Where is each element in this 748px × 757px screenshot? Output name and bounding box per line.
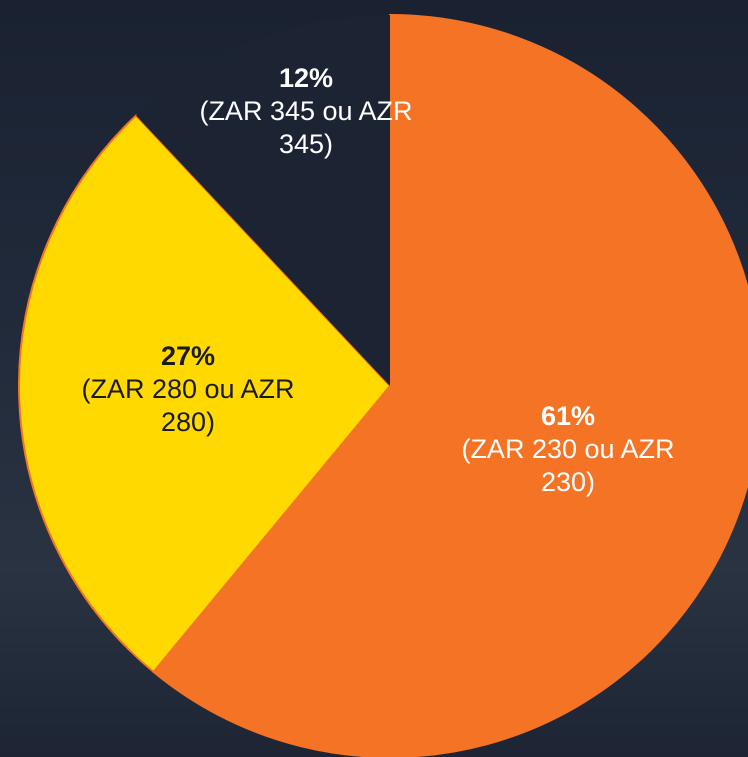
pie-slice xyxy=(152,13,748,757)
category-label: (ZAR 280 ou AZR 280) xyxy=(81,374,295,437)
value-label: 12% xyxy=(278,63,334,93)
pie-slice xyxy=(136,15,390,386)
pie-slice xyxy=(18,114,392,674)
slice-label: 12% (ZAR 345 ou AZR 345) xyxy=(196,62,416,161)
value-label: 27% xyxy=(160,341,216,371)
slice-label: 61% (ZAR 230 ou AZR 230) xyxy=(458,400,678,499)
slice-label: 27% (ZAR 280 ou AZR 280) xyxy=(78,340,298,439)
category-label: (ZAR 345 ou AZR 345) xyxy=(199,96,413,159)
category-label: (ZAR 230 ou AZR 230) xyxy=(461,434,675,497)
value-label: 61% xyxy=(540,401,596,431)
